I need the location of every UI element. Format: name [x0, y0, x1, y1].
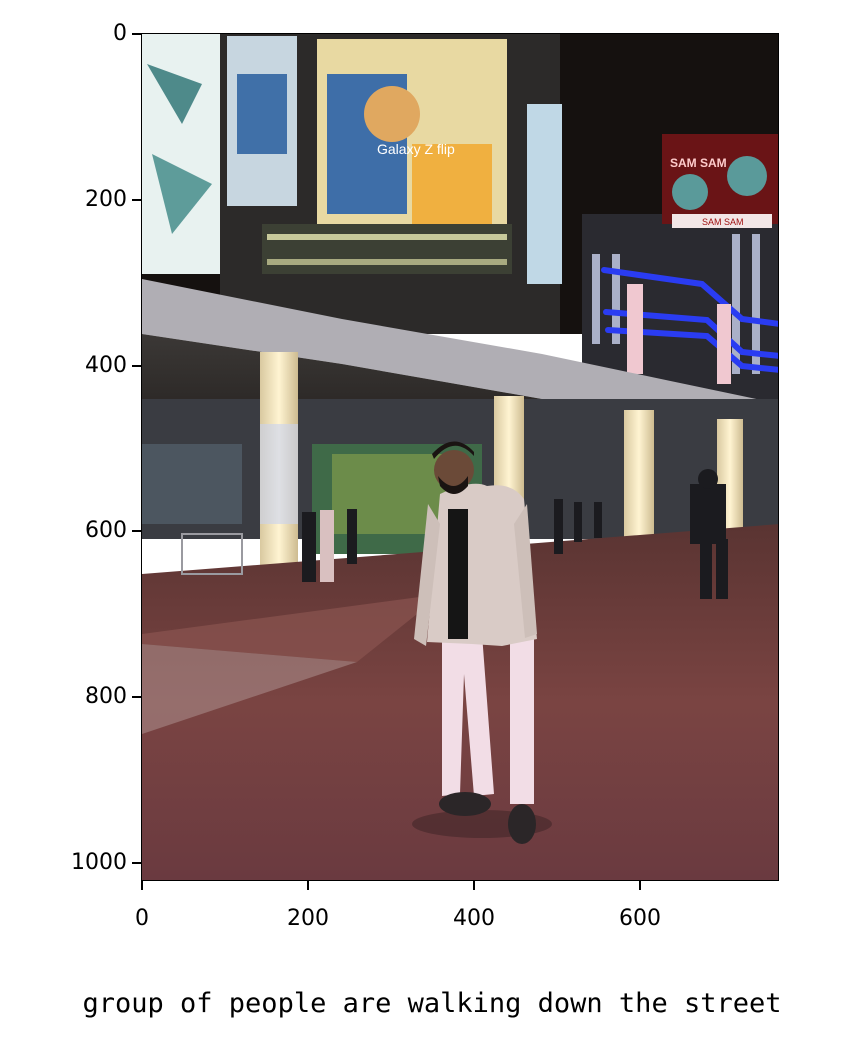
x-tick-label: 200 — [287, 906, 329, 931]
image-caption: group of people are walking down the str… — [82, 988, 782, 1019]
street-photo: Galaxy Z flip SAM SAM SAM SAM — [142, 34, 778, 880]
x-tick-label: 400 — [453, 906, 495, 931]
y-tick-label: 1000 — [71, 850, 127, 875]
y-tick-label: 600 — [85, 518, 127, 543]
canopy — [142, 279, 778, 434]
y-tick-mark — [132, 33, 141, 35]
y-tick-mark — [132, 365, 141, 367]
y-tick-mark — [132, 862, 141, 864]
y-tick-label: 0 — [113, 21, 127, 46]
background-people — [302, 469, 728, 599]
x-tick-mark — [307, 881, 309, 890]
pillar-3 — [624, 410, 654, 540]
y-tick-label: 200 — [85, 187, 127, 212]
sign-text-2: SAM SAM — [702, 217, 744, 227]
man-subject — [412, 441, 552, 844]
y-tick-mark — [132, 530, 141, 532]
x-tick-mark — [639, 881, 641, 890]
y-tick-label: 800 — [85, 684, 127, 709]
y-tick-label: 400 — [85, 353, 127, 378]
image-axes: Galaxy Z flip SAM SAM SAM SAM — [141, 33, 779, 881]
x-tick-label: 600 — [619, 906, 661, 931]
x-tick-mark — [473, 881, 475, 890]
screen-right — [527, 104, 562, 284]
sign-text-1: SAM SAM — [670, 156, 727, 170]
y-tick-mark — [132, 199, 141, 201]
x-tick-label: 0 — [135, 906, 149, 931]
y-tick-mark — [132, 696, 141, 698]
x-tick-mark — [141, 881, 143, 890]
billboard-text: Galaxy Z flip — [377, 141, 455, 157]
